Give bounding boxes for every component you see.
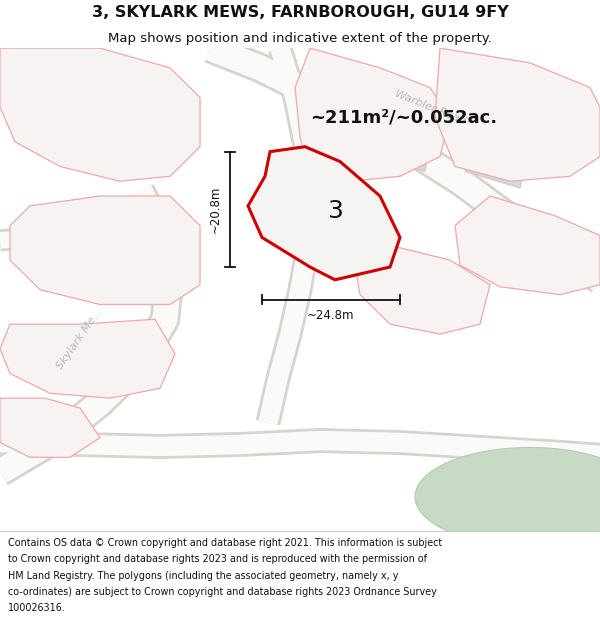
Text: HM Land Registry. The polygons (including the associated geometry, namely x, y: HM Land Registry. The polygons (includin…: [8, 571, 399, 581]
Polygon shape: [355, 246, 490, 334]
Text: Map shows position and indicative extent of the property.: Map shows position and indicative extent…: [108, 32, 492, 45]
Polygon shape: [360, 260, 405, 292]
Text: Skylark Mews: Skylark Mews: [284, 158, 310, 234]
Polygon shape: [0, 48, 200, 181]
Text: 100026316.: 100026316.: [8, 604, 66, 614]
Text: ~20.8m: ~20.8m: [209, 186, 221, 233]
Polygon shape: [465, 142, 526, 188]
Polygon shape: [0, 319, 175, 398]
Text: 3: 3: [326, 199, 343, 224]
Text: Warbler Road: Warbler Road: [393, 89, 467, 126]
Polygon shape: [405, 280, 465, 319]
Polygon shape: [355, 117, 432, 171]
Polygon shape: [55, 344, 125, 383]
Polygon shape: [510, 241, 565, 277]
Text: ~24.8m: ~24.8m: [307, 309, 355, 322]
Polygon shape: [0, 398, 100, 458]
Text: ~211m²/~0.052ac.: ~211m²/~0.052ac.: [310, 108, 497, 126]
Polygon shape: [15, 416, 58, 442]
Text: co-ordinates) are subject to Crown copyright and database rights 2023 Ordnance S: co-ordinates) are subject to Crown copyr…: [8, 587, 437, 597]
Polygon shape: [10, 196, 200, 304]
Polygon shape: [248, 147, 400, 280]
Polygon shape: [455, 196, 600, 294]
Polygon shape: [295, 48, 450, 181]
Ellipse shape: [415, 448, 600, 546]
Polygon shape: [55, 216, 155, 275]
Text: to Crown copyright and database rights 2023 and is reproduced with the permissio: to Crown copyright and database rights 2…: [8, 554, 427, 564]
Polygon shape: [435, 48, 600, 181]
Text: Skylark Me...: Skylark Me...: [55, 307, 105, 371]
Text: 3, SKYLARK MEWS, FARNBOROUGH, GU14 9FY: 3, SKYLARK MEWS, FARNBOROUGH, GU14 9FY: [92, 6, 508, 21]
Text: Contains OS data © Crown copyright and database right 2021. This information is : Contains OS data © Crown copyright and d…: [8, 538, 443, 548]
Polygon shape: [55, 63, 155, 122]
